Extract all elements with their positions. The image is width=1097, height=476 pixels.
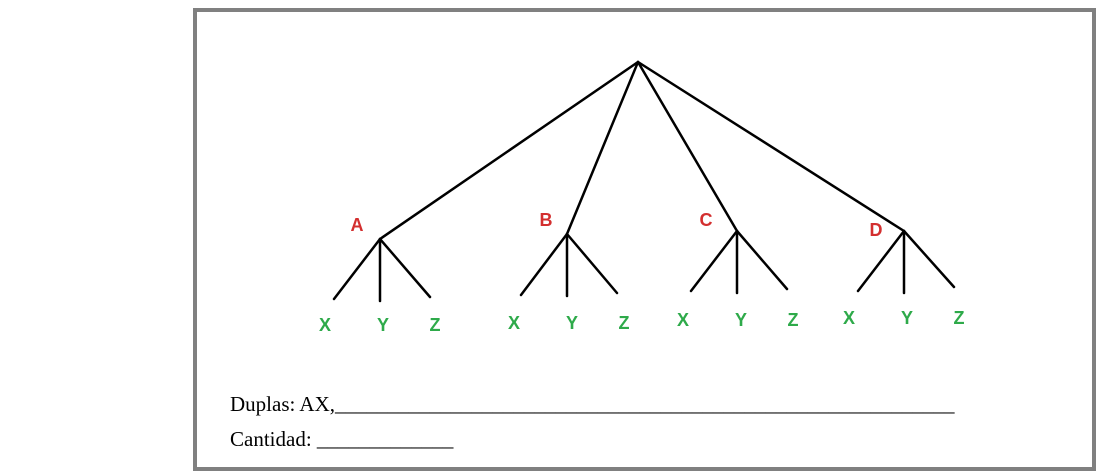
leaf-label-a-y: Y: [377, 315, 389, 335]
leaf-label-a-z: Z: [430, 315, 441, 335]
branch-label-c: C: [700, 210, 713, 230]
edge-b-z: [565, 232, 619, 295]
edge-root-d: [636, 60, 906, 233]
edge-d-x: [856, 229, 906, 293]
tree-labels: A X Y Z B X Y Z C X Y Z D X Y Z: [319, 210, 965, 335]
cantidad-line: Cantidad: _____________: [230, 427, 454, 451]
tree-edges: [332, 60, 956, 303]
leaf-label-d-z: Z: [954, 308, 965, 328]
edge-d-z: [902, 229, 956, 289]
edge-a-z: [378, 237, 432, 299]
leaf-label-c-y: Y: [735, 310, 747, 330]
branch-label-d: D: [870, 220, 883, 240]
branch-label-b: B: [540, 210, 553, 230]
leaf-label-b-z: Z: [619, 313, 630, 333]
edge-c-x: [689, 229, 739, 293]
leaf-label-d-y: Y: [901, 308, 913, 328]
edge-b-x: [519, 232, 569, 297]
branch-label-a: A: [351, 215, 364, 235]
edge-root-c: [636, 60, 739, 233]
leaf-label-c-z: Z: [788, 310, 799, 330]
edge-root-b: [565, 60, 640, 236]
leaf-label-b-y: Y: [566, 313, 578, 333]
edge-root-a: [378, 60, 640, 241]
leaf-label-c-x: X: [677, 310, 689, 330]
edge-c-z: [735, 229, 789, 291]
duplas-line: Duplas: AX,_____________________________…: [230, 392, 955, 416]
leaf-label-b-x: X: [508, 313, 520, 333]
leaf-label-a-x: X: [319, 315, 331, 335]
leaf-label-d-x: X: [843, 308, 855, 328]
diagram-frame: [193, 8, 1096, 471]
edge-a-x: [332, 237, 382, 301]
